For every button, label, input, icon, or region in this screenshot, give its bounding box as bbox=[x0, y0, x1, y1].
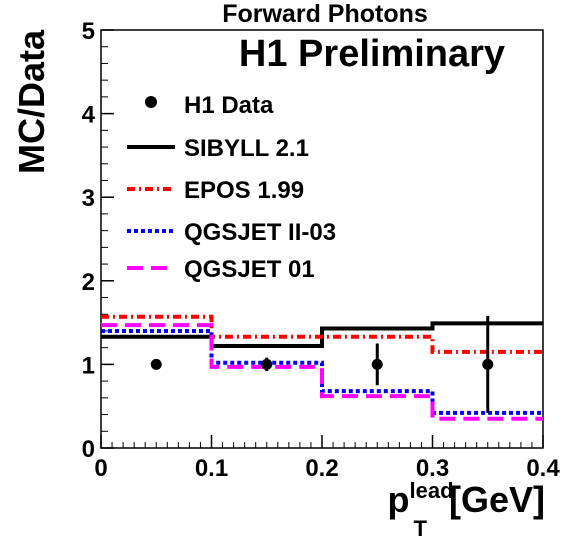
x-tick-label: 0.4 bbox=[526, 455, 560, 482]
x-axis-label-sub: T bbox=[414, 516, 428, 541]
legend: H1 Data SIBYLL 2.1 EPOS 1.99 QGSJET II-03 QG… bbox=[127, 92, 336, 283]
y-axis-label: MC/Data bbox=[11, 29, 52, 174]
x-tick-label: 0 bbox=[94, 455, 107, 482]
x-tick-label: 0.2 bbox=[305, 455, 338, 482]
x-axis-label-sup: lead bbox=[410, 478, 454, 503]
y-tick-label: 1 bbox=[82, 352, 95, 379]
legend-label: QGSJET 01 bbox=[184, 256, 315, 283]
y-tick-label: 4 bbox=[82, 102, 96, 129]
legend-label: QGSJET II-03 bbox=[184, 219, 336, 246]
data-point bbox=[371, 358, 383, 370]
series-qgsjet-01 bbox=[101, 323, 543, 421]
y-tick-label: 5 bbox=[82, 18, 95, 45]
chart-subtitle: H1 Preliminary bbox=[239, 33, 505, 75]
y-tick-label: 2 bbox=[82, 269, 95, 296]
data-point bbox=[150, 358, 162, 370]
data-point bbox=[261, 358, 273, 370]
series-epos-1-99 bbox=[101, 314, 543, 354]
y-tick-label: 3 bbox=[82, 185, 95, 212]
y-tick-label: 0 bbox=[82, 436, 95, 463]
chart-title: Forward Photons bbox=[222, 0, 428, 28]
x-axis-label: plead T [GeV] bbox=[388, 478, 546, 541]
series-sibyll-2-1 bbox=[101, 321, 543, 349]
x-tick-label: 0.1 bbox=[195, 455, 228, 482]
legend-marker-data bbox=[145, 96, 157, 108]
x-tick-label: 0.3 bbox=[416, 455, 449, 482]
x-axis-label-main: p bbox=[388, 479, 410, 520]
legend-label: H1 Data bbox=[184, 92, 274, 119]
x-axis-label-unit: [GeV] bbox=[449, 479, 545, 520]
legend-label: EPOS 1.99 bbox=[184, 177, 304, 204]
legend-label: SIBYLL 2.1 bbox=[184, 135, 309, 162]
data-point bbox=[482, 358, 494, 370]
plot-area: 0 0.1 0.2 0.3 0.4 0 1 2 3 4 5 bbox=[82, 18, 561, 482]
